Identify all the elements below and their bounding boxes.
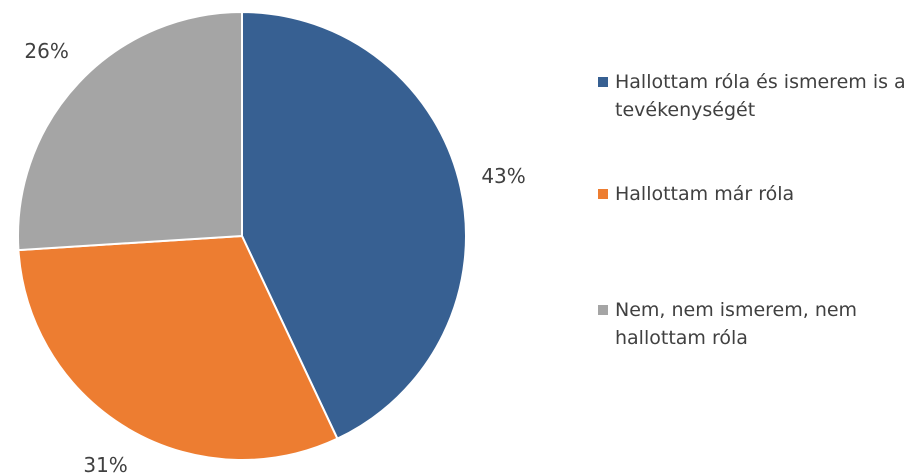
legend-item: Hallottam róla és ismerem is a tevékenys… xyxy=(598,68,908,124)
data-label: 26% xyxy=(24,39,68,63)
legend-swatch xyxy=(598,305,608,315)
data-label: 43% xyxy=(481,164,525,188)
legend-label: Nem, nem ismerem, nem hallottam róla xyxy=(615,299,858,349)
legend-label: Hallottam már róla xyxy=(615,183,795,205)
pie-slice xyxy=(241,10,467,441)
legend-item: Hallottam már róla xyxy=(598,180,908,208)
legend-swatch xyxy=(598,189,608,199)
legend-swatch xyxy=(598,77,608,87)
legend-label: Hallottam róla és ismerem is a tevékenys… xyxy=(615,71,906,121)
pie-slice xyxy=(17,234,339,461)
data-label: 31% xyxy=(83,453,127,473)
legend-item: Nem, nem ismerem, nem hallottam róla xyxy=(598,296,908,352)
pie-slice xyxy=(17,10,243,252)
